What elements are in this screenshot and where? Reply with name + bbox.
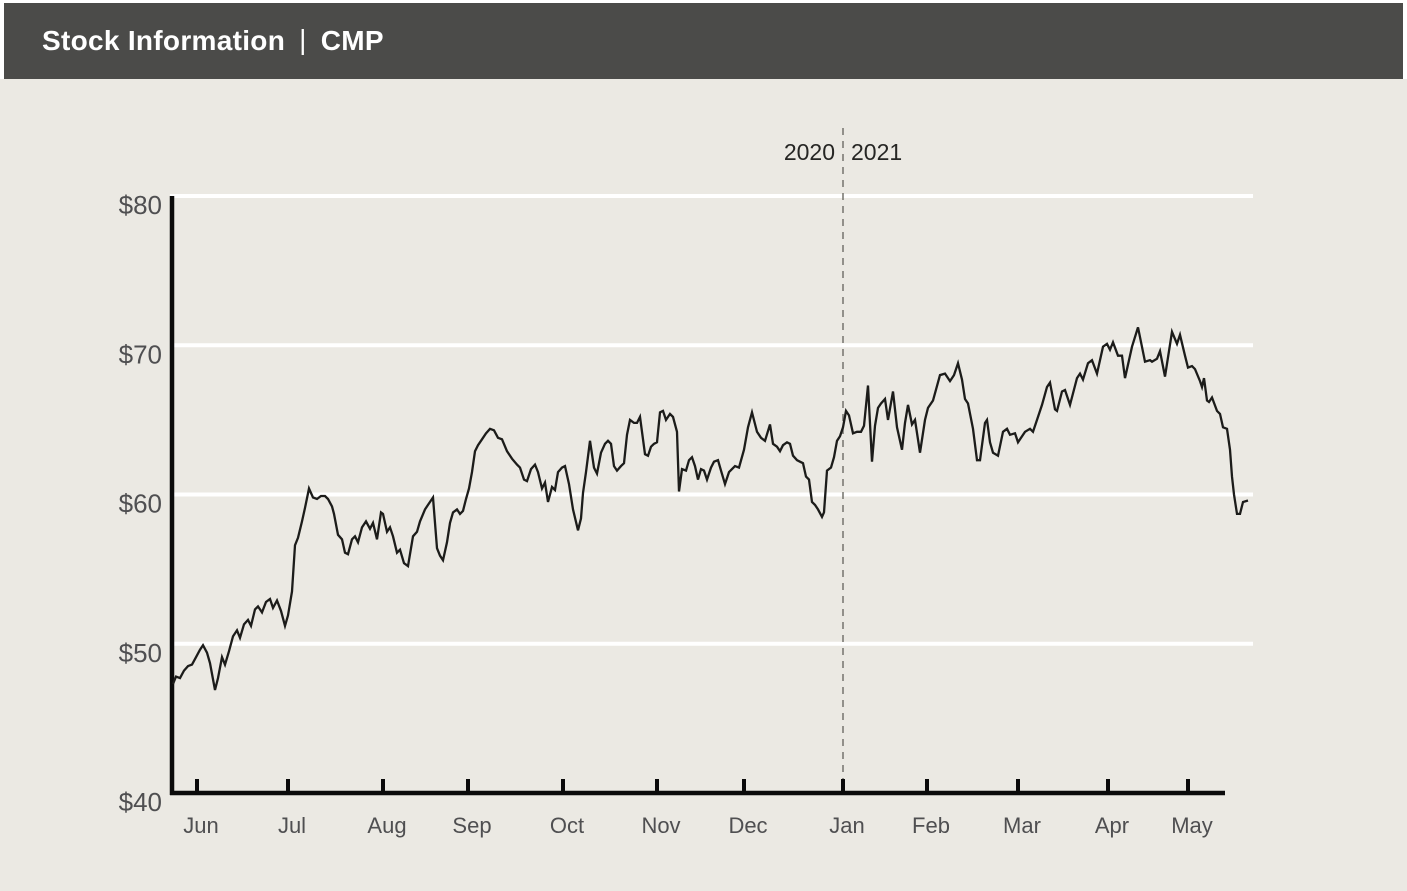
x-axis-month-label: Oct — [550, 813, 584, 838]
y-axis-tick-label: $50 — [119, 638, 162, 668]
page-title: Stock Information | CMP — [42, 24, 384, 57]
x-axis-month-label: Aug — [367, 813, 406, 838]
x-axis-month-label: Feb — [912, 813, 950, 838]
price-line — [171, 326, 1249, 691]
stock-price-chart: $80 $70 $60 $50 $40 Jun Jul Aug Sep Oct Nov Dec Jan F… — [119, 128, 1253, 838]
title-separator: | — [299, 24, 307, 55]
x-axis-month-label: Mar — [1003, 813, 1041, 838]
x-axis-month-label: Dec — [728, 813, 767, 838]
x-axis-month-label: Jan — [829, 813, 864, 838]
x-axis-month-label: Nov — [641, 813, 680, 838]
x-axis-month-label: Jul — [278, 813, 306, 838]
y-axis-tick-label: $70 — [119, 339, 162, 369]
subtitle-text: CMP — [320, 25, 384, 56]
chart-canvas: $80 $70 $60 $50 $40 Jun Jul Aug Sep Oct Nov Dec Jan F… — [0, 79, 1407, 891]
y-axis-tick-label: $60 — [119, 489, 162, 519]
year-label-2020: 2020 — [784, 139, 835, 165]
year-label-2021: 2021 — [851, 139, 902, 165]
x-axis-month-label: Sep — [452, 813, 491, 838]
y-axis-tick-label: $40 — [119, 787, 162, 817]
header-bar: Stock Information | CMP — [4, 3, 1403, 79]
title-text: Stock Information — [42, 25, 286, 56]
x-axis-month-label: Apr — [1095, 813, 1129, 838]
x-axis-month-label: Jun — [183, 813, 218, 838]
y-axis-tick-label: $80 — [119, 190, 162, 220]
x-axis-month-label: May — [1171, 813, 1213, 838]
